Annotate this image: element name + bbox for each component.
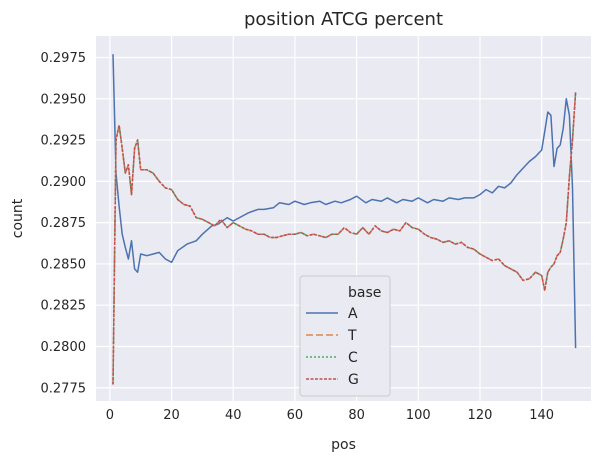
legend-label-T: T: [347, 328, 357, 344]
legend: base ATCG: [300, 276, 390, 396]
y-tick-label: 0.2850: [41, 257, 87, 272]
chart-title: position ATCG percent: [244, 9, 443, 30]
y-axis-label: count: [10, 198, 26, 238]
x-tick-label: 60: [287, 408, 304, 423]
x-tick-label: 40: [225, 408, 242, 423]
x-tick-label: 120: [468, 408, 493, 423]
x-tick-label: 100: [406, 408, 431, 423]
y-tick-label: 0.2775: [41, 381, 87, 396]
legend-label-C: C: [348, 350, 358, 366]
y-tick-label: 0.2925: [41, 134, 87, 149]
legend-label-G: G: [348, 372, 359, 388]
y-tick-label: 0.2975: [41, 51, 87, 66]
x-axis-label: pos: [331, 437, 356, 453]
y-tick-label: 0.2950: [41, 92, 87, 107]
x-tick-label: 140: [529, 408, 554, 423]
x-tick-label: 0: [106, 408, 114, 423]
x-tick-label: 80: [348, 408, 365, 423]
legend-label-A: A: [348, 306, 358, 322]
legend-title: base: [348, 285, 381, 301]
x-tick-label: 20: [163, 408, 180, 423]
y-tick-label: 0.2875: [41, 216, 87, 231]
y-tick-label: 0.2900: [41, 175, 87, 190]
y-tick-label: 0.2800: [41, 340, 87, 355]
y-tick-labels: 0.2775 0.2800 0.2825 0.2850 0.2875 0.2900 0.29…: [41, 51, 87, 396]
y-tick-label: 0.2825: [41, 299, 87, 314]
